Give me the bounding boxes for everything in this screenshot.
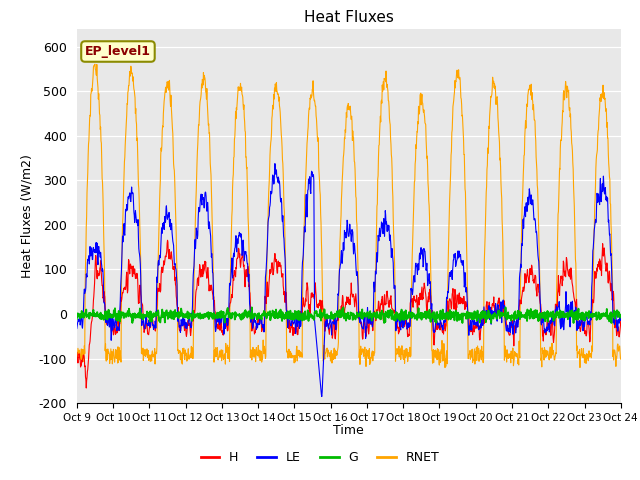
Line: H: H	[77, 240, 621, 388]
G	[194, 311, 202, 316]
LE	[553, 309, 561, 314]
RNET	[91, 61, 99, 67]
LE	[617, 313, 625, 319]
LE	[180, 316, 188, 322]
G	[180, 314, 188, 320]
LE	[73, 325, 81, 331]
G	[434, 315, 442, 321]
RNET	[181, 357, 189, 362]
RNET	[255, 354, 263, 360]
H	[434, 326, 442, 332]
RNET	[553, 272, 561, 277]
RNET	[73, 349, 81, 355]
X-axis label: Time: Time	[333, 424, 364, 437]
LE	[271, 161, 279, 167]
H	[182, 322, 189, 327]
RNET	[195, 132, 202, 138]
Line: RNET: RNET	[77, 64, 621, 368]
H	[505, 331, 513, 337]
Line: LE: LE	[77, 164, 621, 396]
H	[553, 301, 561, 307]
Title: Heat Fluxes: Heat Fluxes	[304, 10, 394, 25]
LE	[318, 394, 326, 399]
LE	[505, 327, 513, 333]
H	[83, 385, 90, 391]
LE	[255, 320, 262, 326]
LE	[194, 232, 202, 238]
H	[255, 321, 263, 327]
Legend: H, LE, G, RNET: H, LE, G, RNET	[195, 446, 445, 469]
H	[195, 283, 202, 288]
G	[380, 320, 388, 326]
H	[73, 349, 81, 355]
LE	[434, 320, 442, 325]
G	[255, 310, 263, 316]
G	[505, 315, 513, 321]
RNET	[505, 351, 513, 357]
G	[248, 304, 255, 310]
RNET	[617, 356, 625, 362]
Line: G: G	[77, 307, 621, 323]
H	[617, 317, 625, 323]
Y-axis label: Heat Fluxes (W/m2): Heat Fluxes (W/m2)	[20, 154, 33, 278]
RNET	[441, 365, 449, 371]
Text: EP_level1: EP_level1	[85, 45, 151, 58]
G	[617, 314, 625, 320]
H	[164, 238, 172, 243]
G	[73, 316, 81, 322]
G	[553, 309, 561, 314]
RNET	[434, 346, 442, 351]
